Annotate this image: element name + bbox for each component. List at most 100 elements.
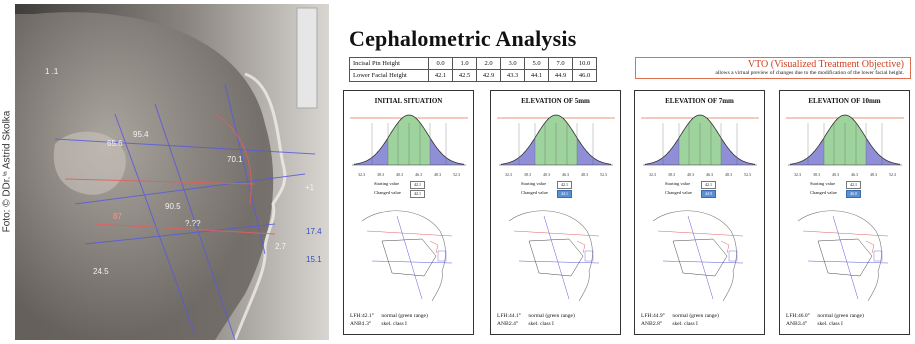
profile-outline [508,210,593,302]
reference-line [802,230,889,237]
starting-value-field: 42.1 [557,181,572,189]
panel-elevation-10mm: ELEVATION OF 10mm Starting value 42.1 Ch… [779,90,910,335]
bell-tick-label: 32.3 [649,172,656,177]
changed-value-field: 44.9 [701,190,716,198]
facial-axis-line [832,215,859,300]
changed-value-label: Changed value [810,190,837,195]
xray-label: 17.4 [306,227,322,236]
bell-curve-line [500,114,612,165]
table-cell: 44.9 [548,69,573,82]
panel-title: INITIAL SITUATION [374,97,443,105]
bell-tick-label: 48.3 [725,172,732,177]
incisor-tracing [720,240,730,254]
facial-axis-line [687,215,714,300]
table-row: Incisal Pin Height 0.0 1.0 2.0 3.0 5.0 7… [349,57,597,70]
measurement-box [584,250,594,262]
occlusal-line [662,260,744,264]
xray-label: 1 .1 [45,67,59,76]
table-cell: 42.9 [476,69,501,82]
xray-label: 90.5 [165,202,181,211]
bell-tick-label: 46.3 [706,172,713,177]
bell-tick-label: 38.3 [524,172,531,177]
xray-label: 24.5 [93,267,109,276]
row-label: Incisal Pin Height [349,57,429,70]
starting-value-field: 42.1 [701,181,716,189]
occlusal-line [807,260,889,264]
bell-tick-label: 46.3 [562,172,569,177]
lfh-note: normal (green range) [672,313,719,319]
lfh-value: 44.1° [509,313,521,319]
normal-distribution-curve [350,114,468,166]
lfh-key: LFH: [786,313,798,319]
occlusal-line [371,260,453,264]
table-cell: 3.0 [500,57,525,70]
profile-outline [361,210,446,302]
starting-value-field: 42.1 [846,181,861,189]
table-cell: 10.0 [572,57,597,70]
table-cell: 1.0 [452,57,477,70]
bell-tick-label: 46.3 [851,172,858,177]
bell-tick-label: 46.3 [415,172,422,177]
bell-tick-label: 52.3 [600,172,607,177]
bell-tick-label: 32.3 [358,172,365,177]
jaw-outline [672,238,728,277]
anb-key: ANB: [350,321,364,327]
panel-title: ELEVATION OF 5mm [521,97,590,105]
anb-result: ANB:3.4° skel. class I [786,321,843,327]
lfh-result: LFH:44.1° normal (green range) [497,313,575,319]
ceph-tracing [652,210,744,302]
table-cell: 46.0 [572,69,597,82]
normal-distribution-curve [786,114,904,166]
incisor-tracing [865,240,875,254]
anb-note: skel. class I [817,321,843,327]
jaw-outline [817,238,873,277]
vto-title: VTO (Visualized Treatment Objective) [747,59,904,70]
xray-label: 95.4 [133,130,149,139]
incisor-tracing [576,240,586,254]
lfh-note: normal (green range) [528,313,575,319]
anb-key: ANB: [497,321,511,327]
ceph-tracing [508,210,600,302]
incisor-tracing [429,240,439,254]
measurement-box [437,250,447,262]
bell-tick-label: 52.3 [889,172,896,177]
bell-tick-label: 38.3 [668,172,675,177]
starting-value-label: Starting value [374,181,400,186]
lfh-value: 42.1° [362,313,374,319]
table-cell: 42.1 [428,69,453,82]
lfh-key: LFH: [350,313,362,319]
anb-value: 2.8° [653,321,663,327]
bell-tick-label: 40.3 [687,172,694,177]
profile-outline [797,210,882,302]
anb-value: 2.4° [509,321,519,327]
table-row: Lower Facial Height 42.1 42.5 42.9 43.3 … [349,69,597,82]
bell-tick-label: 52.3 [453,172,460,177]
lfh-result: LFH:46.0° normal (green range) [786,313,864,319]
bell-tick-label: 38.3 [377,172,384,177]
bell-curve-line [353,114,465,165]
vto-description: allows a virtual preview of changes due … [715,70,904,76]
normal-distribution-curve [497,114,615,166]
xray-label: +1 [305,183,315,192]
anb-key: ANB: [641,321,655,327]
reference-line [657,230,744,237]
starting-value-field: 42.1 [410,181,425,189]
starting-value-label: Starting value [521,181,547,186]
bell-tick-label: 40.3 [396,172,403,177]
panel-elevation-7mm: ELEVATION OF 7mm Starting value 42.1 Cha… [634,90,765,335]
panel-title: ELEVATION OF 10mm [808,97,881,105]
anb-note: skel. class I [528,321,554,327]
panel-elevation-5mm: ELEVATION OF 5mm Starting value 42.1 Cha… [490,90,621,335]
bell-tick-label: 52.3 [744,172,751,177]
changed-value-label: Changed value [521,190,548,195]
table-cell: 7.0 [548,57,573,70]
facial-axis-line [396,215,423,300]
starting-value-label: Starting value [810,181,836,186]
table-cell: 42.5 [452,69,477,82]
xray-label: 65.6 [107,139,123,148]
changed-value-field: 42.1 [410,190,425,198]
photo-credit: Foto: © DDr.ⁱⁿ Astrid Skolka [0,0,14,344]
lfh-value: 46.0° [798,313,810,319]
jaw-outline [381,238,437,277]
panel-title: ELEVATION OF 7mm [665,97,734,105]
